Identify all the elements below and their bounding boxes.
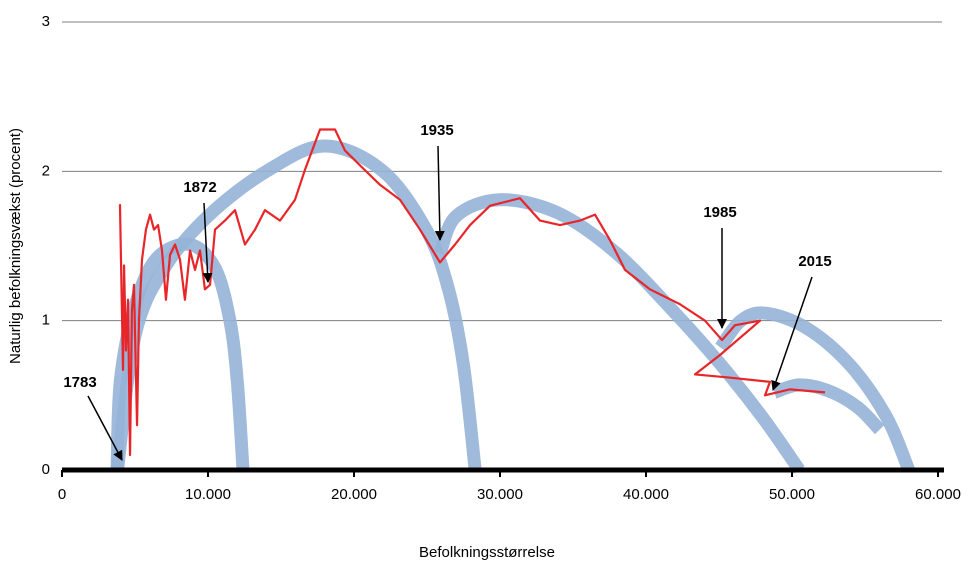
x-tick-label: 40.000 <box>623 486 669 503</box>
annotation: 2015 <box>798 253 831 270</box>
fit-curve <box>111 139 482 471</box>
annotation: 1935 <box>420 122 453 139</box>
annotation: 1985 <box>703 204 736 221</box>
annotation-arrow <box>202 202 213 283</box>
x-tick-label: 30.000 <box>477 486 523 503</box>
annotation-arrow <box>434 145 445 241</box>
y-tick-label: 3 <box>42 13 50 30</box>
data-line <box>118 128 826 457</box>
fit-curve <box>110 237 250 471</box>
annotation-arrow <box>87 395 123 461</box>
x-tick-label: 50.000 <box>769 486 815 503</box>
x-tick-label: 20.000 <box>331 486 377 503</box>
x-axis-label: Befolkningsstørrelse <box>419 544 555 561</box>
fit-curve <box>715 306 915 473</box>
annotation: 1783 <box>63 374 96 391</box>
x-tick-label: 60.000 <box>915 486 961 503</box>
x-tick-label: 10.000 <box>185 486 231 503</box>
x-tick-label: 0 <box>58 486 66 503</box>
fit-curve <box>772 378 885 435</box>
y-tick-label: 2 <box>42 162 50 179</box>
y-tick-label: 0 <box>42 461 50 478</box>
y-tick-label: 1 <box>42 312 50 329</box>
annotation: 1872 <box>183 179 216 196</box>
y-axis-label: Naturlig befolkningsvækst (procent) <box>7 128 24 364</box>
fit-curve <box>434 193 805 474</box>
annotation-arrow <box>771 276 813 391</box>
